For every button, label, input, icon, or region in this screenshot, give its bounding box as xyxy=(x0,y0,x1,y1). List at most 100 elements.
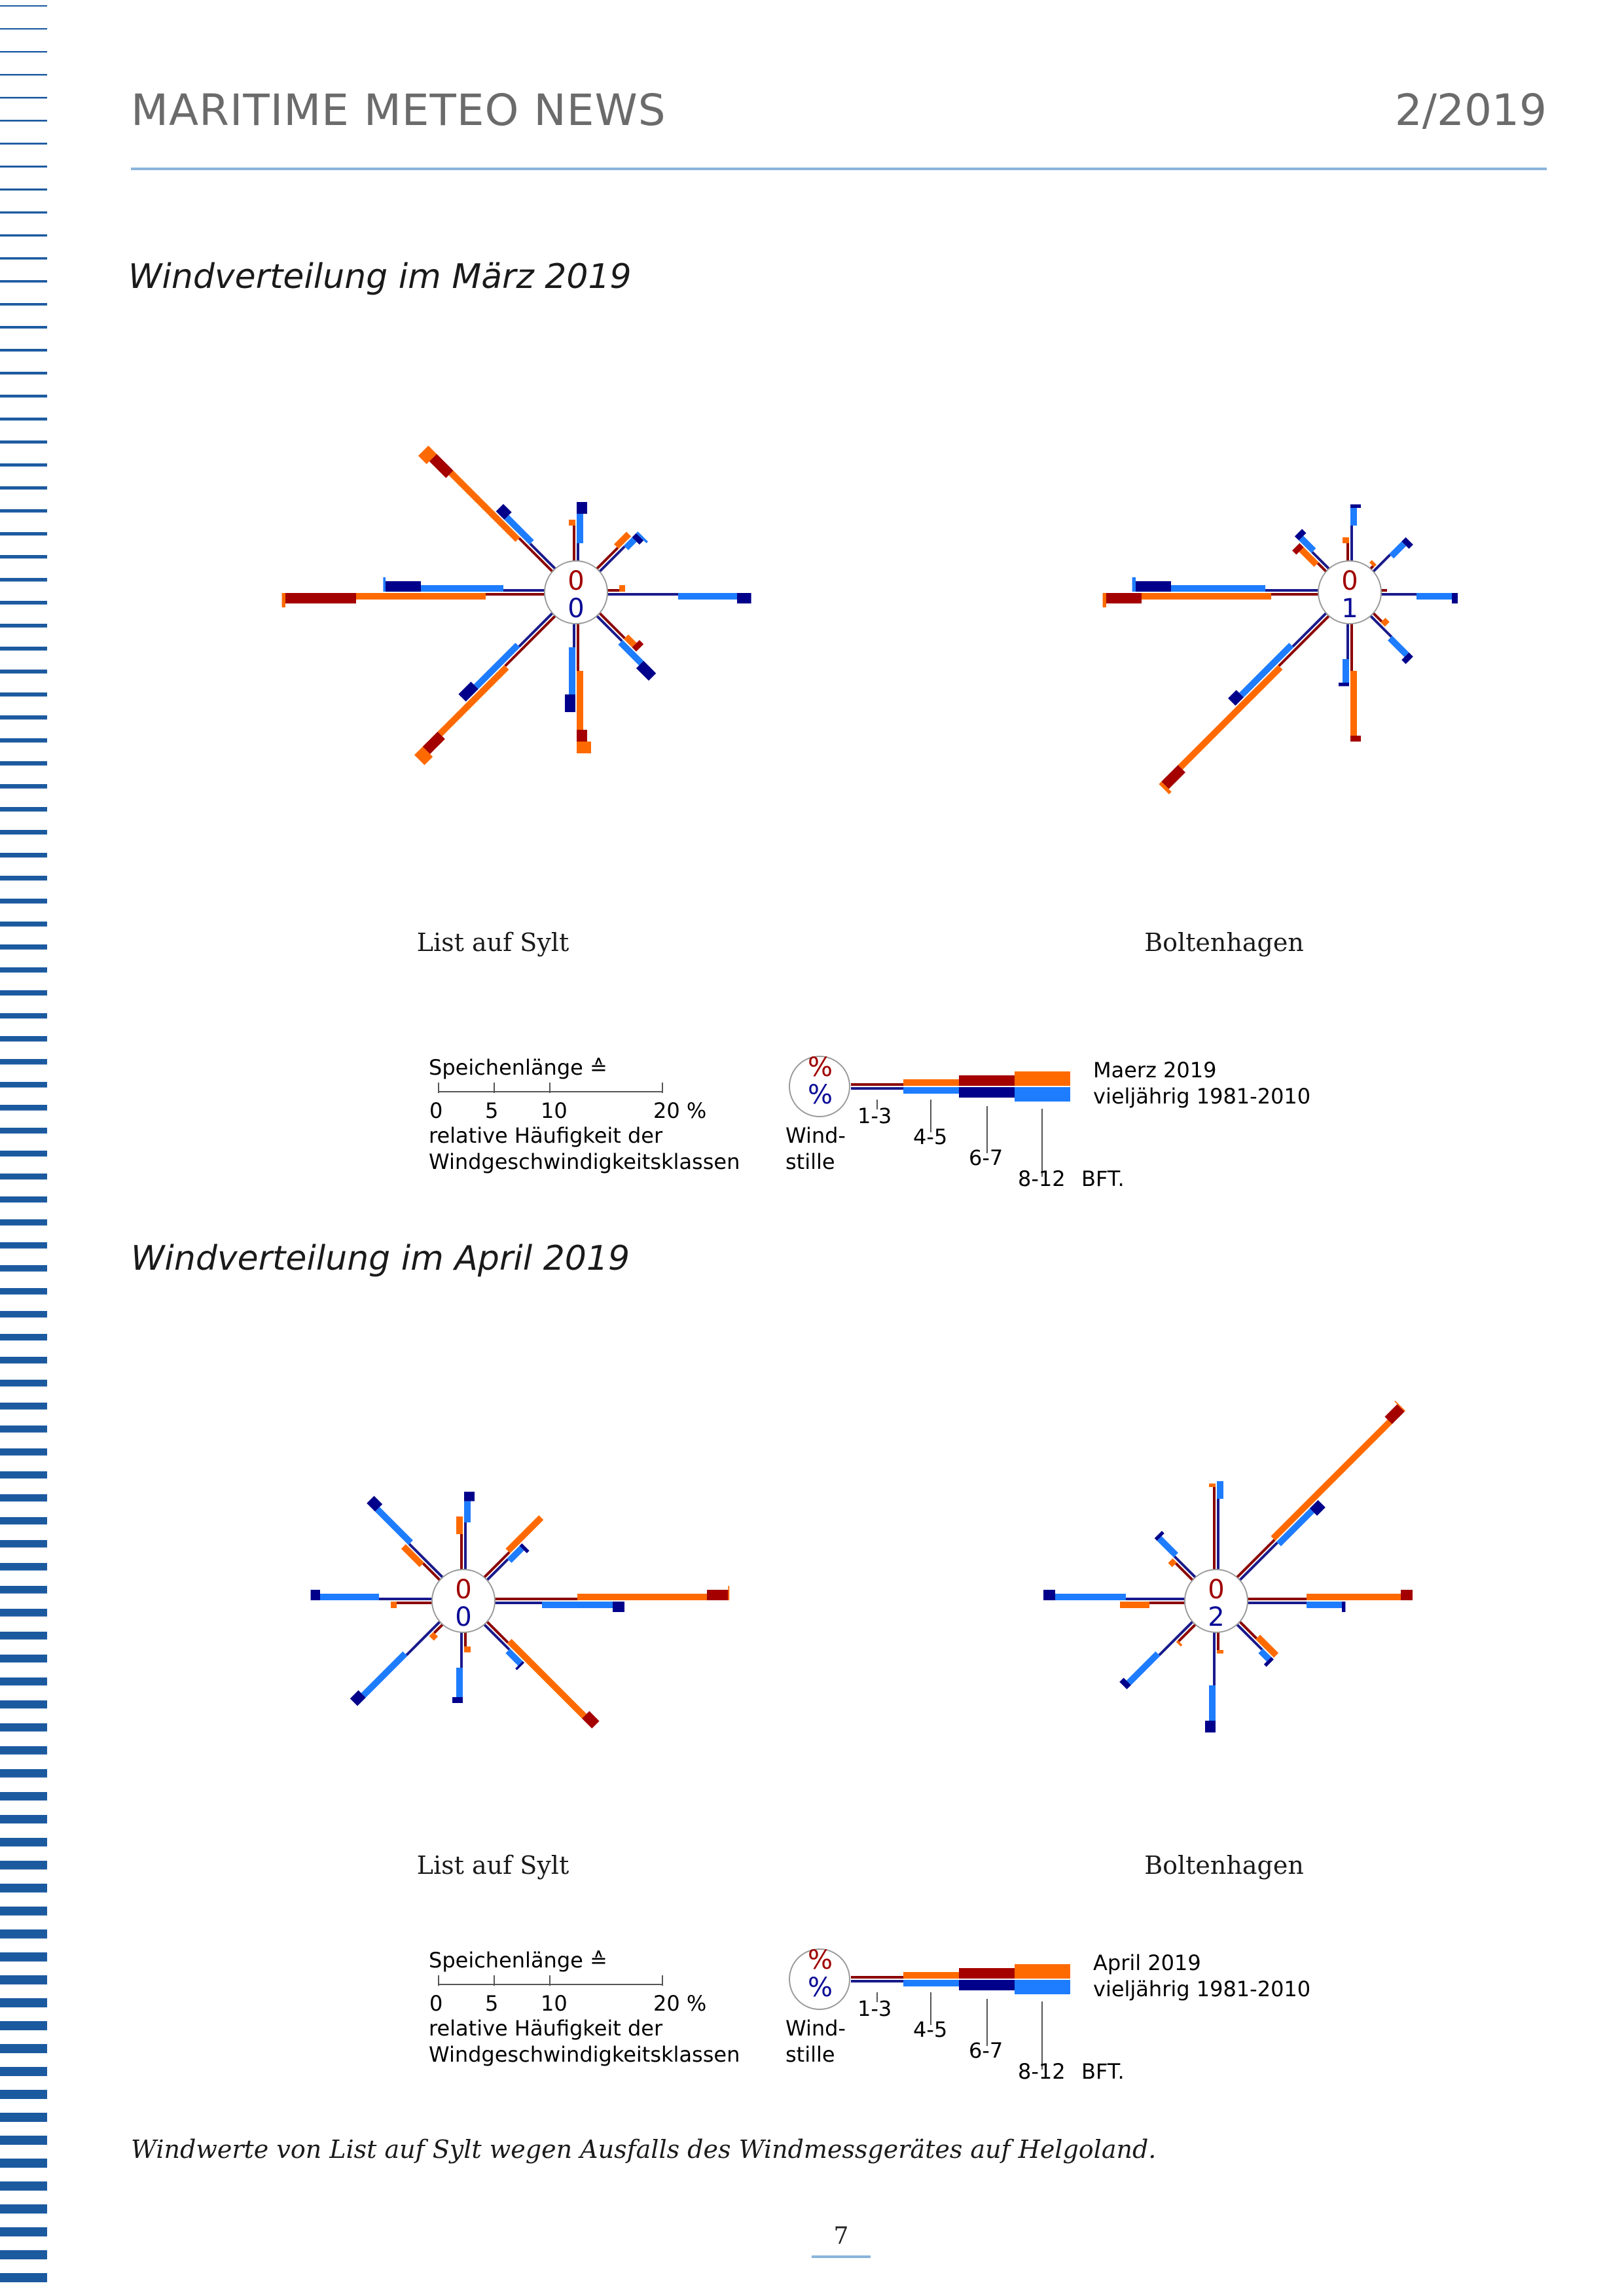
stripe xyxy=(0,2181,47,2191)
stripe xyxy=(0,1013,47,1019)
stripe xyxy=(0,1929,47,1939)
wind-spoke-segment xyxy=(1369,615,1393,638)
scale-tick-label: 5 xyxy=(485,1991,499,2016)
stripe xyxy=(0,418,47,421)
stripe xyxy=(0,1174,47,1180)
stripe xyxy=(0,647,47,651)
wind-spoke-segment xyxy=(350,1690,366,1706)
stripe xyxy=(0,1311,47,1318)
legend-graphic xyxy=(438,1948,1070,2070)
stripe xyxy=(0,2273,47,2282)
wind-spoke-segment xyxy=(623,537,637,550)
stripe xyxy=(0,1723,47,1732)
calm-value-longterm: 1 xyxy=(1341,594,1358,624)
scale-tick-label: 10 xyxy=(541,1991,568,2016)
wind-spoke-segment xyxy=(418,445,437,465)
wind-spoke-segment xyxy=(1175,1562,1194,1581)
stripe xyxy=(0,1494,47,1502)
scale-title: Speichenlänge ≙ xyxy=(429,1948,607,1973)
wind-spoke-segment xyxy=(1294,529,1307,541)
stripe xyxy=(0,692,47,697)
wind-spoke-segment xyxy=(1238,1621,1257,1640)
wind-spoke-segment xyxy=(518,612,554,648)
issue-number: 2/2019 xyxy=(1394,85,1547,135)
station-label: List auf Sylt xyxy=(416,1851,569,1880)
scale-desc: relative Häufigkeit der xyxy=(429,1123,663,1148)
wind-spoke-segment xyxy=(401,1544,424,1568)
wind-spoke-segment xyxy=(598,612,626,639)
key-calm-label: stille xyxy=(785,2042,835,2067)
stripe xyxy=(0,2090,47,2099)
stripe xyxy=(0,807,47,812)
wind-spoke-segment xyxy=(1292,543,1304,555)
calm-circle xyxy=(1184,1569,1248,1633)
key-class-label: 8-12 xyxy=(1018,1166,1066,1191)
calm-circle xyxy=(544,560,608,624)
wind-spoke-segment xyxy=(486,1558,509,1581)
footnote: Windwerte von List auf Sylt wegen Ausfal… xyxy=(131,2135,1157,2164)
wind-spoke-segment xyxy=(458,681,478,702)
stripe xyxy=(0,1952,47,1962)
stripe xyxy=(0,1677,47,1686)
stripe xyxy=(0,1448,47,1456)
stripe xyxy=(0,1219,47,1226)
scale-tick-label: 5 xyxy=(485,1098,499,1123)
key-calm-circle xyxy=(789,1948,850,2010)
wind-spoke-segment xyxy=(596,615,623,642)
stripe xyxy=(0,2227,47,2236)
stripe xyxy=(0,1586,47,1594)
calm-value-current: 0 xyxy=(1341,566,1358,596)
stripe xyxy=(0,1196,47,1203)
key-percent-longterm: % xyxy=(808,1973,833,2003)
stripe xyxy=(0,967,47,973)
stripe xyxy=(0,738,47,743)
wind-spoke-segment xyxy=(613,531,632,549)
wind-spoke-segment xyxy=(1401,537,1413,549)
wind-spoke-segment xyxy=(483,1551,511,1579)
wind-spoke-segment xyxy=(636,660,657,681)
stripe xyxy=(0,1975,47,1984)
stripe xyxy=(0,2204,47,2214)
wind-spoke-segment xyxy=(1309,1499,1326,1516)
stripe xyxy=(0,349,47,352)
stripe xyxy=(0,2044,47,2053)
wind-spoke-segment xyxy=(414,746,433,766)
stripe xyxy=(0,1288,47,1295)
stripe xyxy=(0,1769,47,1778)
wind-spoke-segment xyxy=(1126,1651,1161,1685)
wind-spoke-segment xyxy=(361,1651,408,1698)
stripe xyxy=(0,1632,47,1640)
calm-value-current: 0 xyxy=(1208,1575,1224,1605)
wind-spoke-segment xyxy=(1236,1623,1263,1651)
stripe xyxy=(0,1471,47,1479)
wind-rose-legend: Speichenlänge ≙ 0 5 10 20 % relative Häufigke… xyxy=(419,1933,1335,2104)
stripe xyxy=(0,1403,47,1410)
stripe xyxy=(0,143,47,145)
wind-spoke-segment xyxy=(1389,541,1407,559)
wind-spoke-segment xyxy=(1316,562,1327,573)
stripe xyxy=(0,922,47,927)
wind-spoke-segment xyxy=(1173,1555,1197,1579)
stripe xyxy=(0,670,47,674)
wind-spoke-segment xyxy=(374,1507,413,1545)
stripe xyxy=(0,1563,47,1571)
stripe xyxy=(0,1334,47,1341)
wind-spoke-segment xyxy=(1299,547,1319,567)
wind-spoke-segment xyxy=(1263,1657,1274,1667)
key-bft-label: BFT. xyxy=(1081,1166,1125,1191)
wind-spoke-segment xyxy=(405,1621,441,1657)
stripe xyxy=(0,1815,47,1824)
wind-rose-legend: Speichenlänge ≙ 0 5 10 20 % relative Häufigke… xyxy=(419,1041,1335,1211)
wind-spoke-segment xyxy=(1119,1677,1131,1690)
stripe xyxy=(0,97,47,99)
scale-desc: Windgeschwindigkeitsklassen xyxy=(429,2042,740,2067)
wind-spoke-segment xyxy=(596,547,619,570)
station-label: List auf Sylt xyxy=(416,928,569,957)
key-current-label: April 2019 xyxy=(1093,1950,1201,1975)
wind-spoke-segment xyxy=(1159,781,1172,795)
wind-spoke-segment xyxy=(1276,1508,1314,1547)
calm-circle xyxy=(1318,560,1382,624)
key-class-label: 6-7 xyxy=(969,2038,1003,2063)
stripe xyxy=(0,28,47,30)
